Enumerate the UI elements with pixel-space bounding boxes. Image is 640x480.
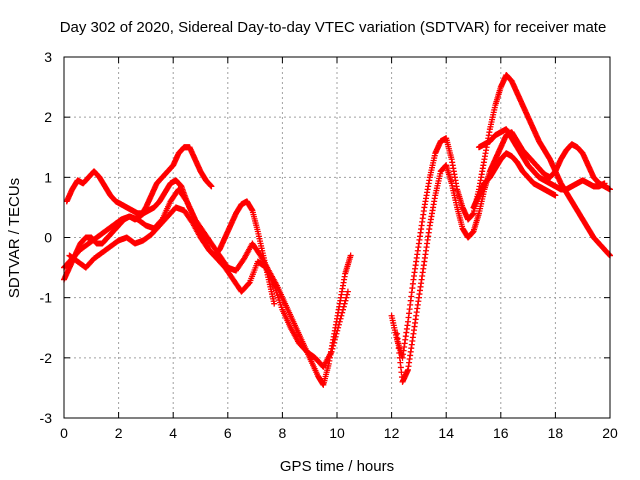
y-axis-title: SDTVAR / TECUs [6,178,23,298]
data-point-trail [344,291,351,298]
data-point-trail [342,297,349,304]
data-point [336,318,343,325]
data-point [347,252,354,259]
x-tick-label: 6 [224,425,232,441]
x-tick-label: 2 [115,425,123,441]
y-tick-label: 1 [44,169,52,185]
x-tick-label: 10 [329,425,345,441]
data-point-trail [341,300,348,307]
data-point-trail [340,306,347,313]
data-point-trail [335,321,342,328]
y-tick-label: 3 [44,49,52,65]
x-tick-label: 0 [60,425,68,441]
data-point-trail [338,312,345,319]
x-tick-label: 12 [384,425,400,441]
y-tick-label: -2 [40,350,53,366]
data-point-trail [334,327,341,334]
x-tick-label: 16 [493,425,509,441]
data-point [271,300,278,307]
y-tick-label: 0 [44,230,52,246]
x-tick-label: 18 [548,425,564,441]
data-point-trail [332,333,339,340]
data-point-trail [329,345,336,352]
data-point [344,288,351,295]
data-point-trail [343,294,350,301]
data-point-trail [245,280,252,287]
data-point-trail [333,330,340,337]
series-4 [66,204,351,370]
axis-ticks [63,56,611,419]
data-point-trail [339,309,346,316]
data-point-trail [331,336,338,343]
x-axis-title: GPS time / hours [280,458,394,475]
series-8 [470,150,559,211]
x-tick-label: 8 [279,425,287,441]
data-point-trail [337,315,344,322]
data-point-trail [330,342,337,349]
data-point [208,183,215,190]
data-point [601,180,608,187]
x-tick-label: 20 [602,425,618,441]
chart-title: Day 302 of 2020, Sidereal Day-to-day VTE… [60,19,607,36]
data-point [328,348,335,355]
data-points [61,72,613,388]
y-tick-label: -1 [40,290,53,306]
series-7 [475,126,608,193]
data-point-trail [330,339,337,346]
x-tick-label: 4 [169,425,177,441]
data-point [552,192,559,199]
data-point-trail [340,303,347,310]
data-point-trail [183,197,190,204]
x-tick-label: 14 [438,425,454,441]
y-tick-label: -3 [40,410,53,426]
y-tick-label: 2 [44,109,52,125]
data-point-trail [335,324,342,331]
